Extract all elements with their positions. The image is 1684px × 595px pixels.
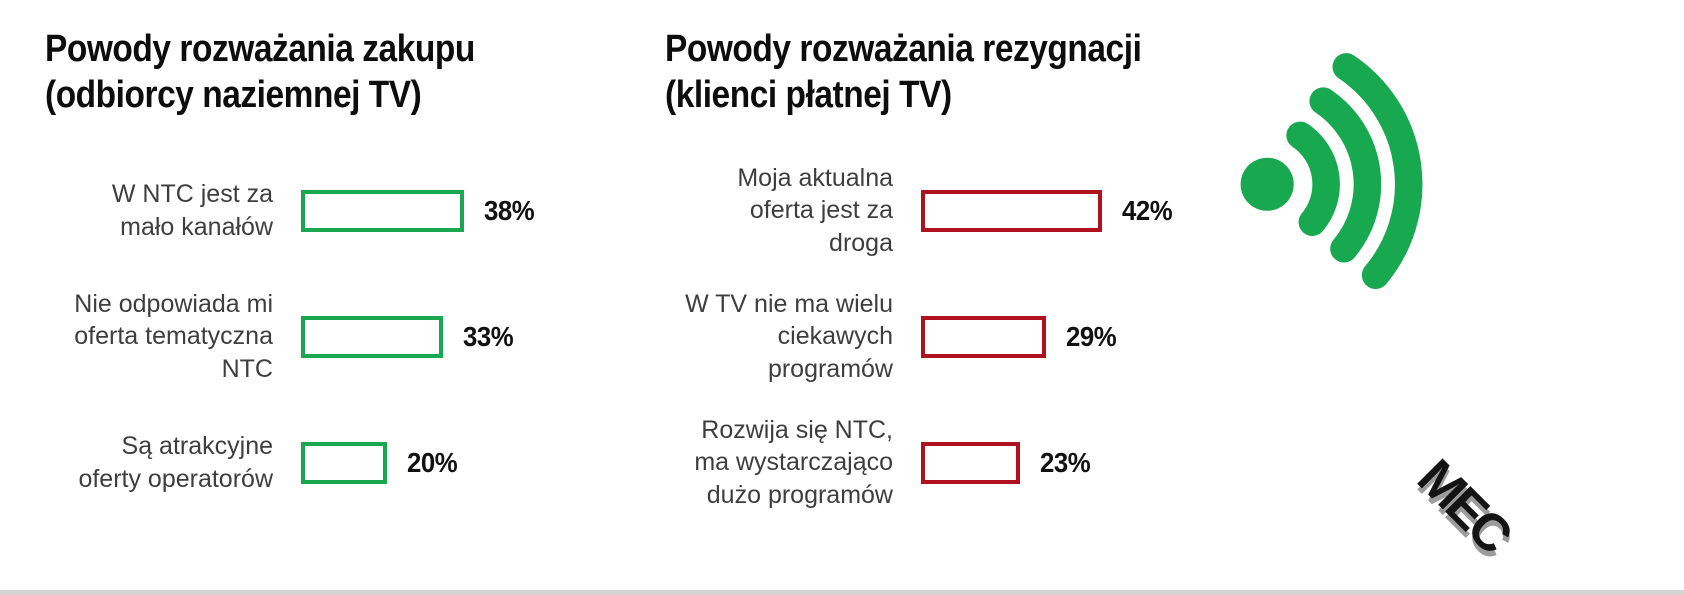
bar [921, 189, 1102, 232]
chart-title-line: (klienci płatnej TV) [665, 74, 952, 117]
bar-rows: W NTC jest za mało kanałów 38% Nie odpowia… [45, 161, 630, 513]
bar-row: Są atrakcyjne oferty operatorów 20% [45, 413, 630, 513]
wifi-signal-icon [1236, 22, 1436, 317]
bar-value-label: 20% [407, 446, 458, 478]
bar-category-label: Są atrakcyjne oferty operatorów [78, 432, 273, 493]
bar-category-label: W NTC jest za mało kanałów [111, 180, 273, 241]
bar-row: Rozwija się NTC, ma wystarczająco dużo p… [665, 413, 1250, 513]
mec-logo-text: MEC [1406, 448, 1521, 563]
bar [921, 441, 1020, 484]
chart-purchase-reasons: Powody rozważania zakupu (odbiorcy naziem… [45, 26, 630, 513]
chart-title-line: Powody rozważania zakupu [45, 28, 475, 70]
bottom-divider [0, 590, 1684, 595]
bar-row: W NTC jest za mało kanałów 38% [45, 161, 630, 261]
wifi-dot [1240, 157, 1294, 211]
chart-title-line: (odbiorcy naziemnej TV) [45, 74, 422, 117]
bar-category-label: W TV nie ma wielu ciekawych programów [685, 289, 893, 383]
chart-title-resignation: Powody rozważania rezygnacji (klienci pła… [665, 26, 1180, 119]
bar-value-label: 42% [1121, 194, 1173, 226]
bar-rows: Moja aktualna oferta jest za droga 42% W T… [665, 161, 1250, 513]
chart-title-line: Powody rozważania rezygnacji [665, 28, 1142, 70]
bar-value-label: 29% [1065, 320, 1117, 352]
mec-logo: MEC [1406, 448, 1522, 564]
bar-value-label: 38% [484, 194, 535, 226]
bar [301, 189, 465, 232]
bar-category-label: Rozwija się NTC, ma wystarczająco dużo p… [694, 415, 893, 509]
bar-value-label: 33% [462, 320, 514, 352]
chart-resignation-reasons: Powody rozważania rezygnacji (klienci pła… [665, 26, 1250, 513]
bar-row: W TV nie ma wielu ciekawych programów 29% [665, 287, 1250, 387]
bar [921, 315, 1046, 358]
bar [301, 315, 443, 358]
bar-row: Moja aktualna oferta jest za droga 42% [665, 161, 1250, 261]
bar-category-label: Nie odpowiada mi oferta tematyczna NTC [74, 289, 273, 383]
bar [301, 441, 387, 484]
bar-category-label: Moja aktualna oferta jest za droga [737, 163, 893, 257]
bar-row: Nie odpowiada mi oferta tematyczna NTC 33… [45, 287, 630, 387]
chart-title-purchase: Powody rozważania zakupu (odbiorcy naziem… [45, 26, 560, 119]
bar-value-label: 23% [1039, 446, 1091, 478]
